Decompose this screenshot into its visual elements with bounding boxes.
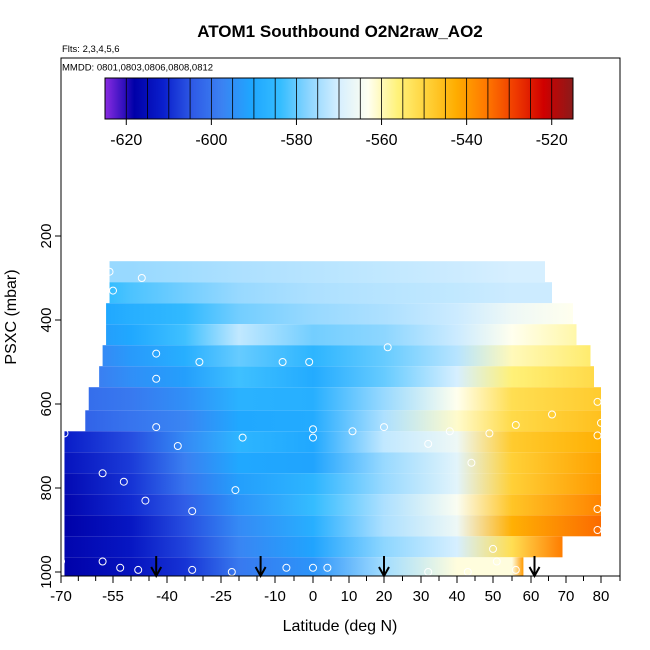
sample-point (238, 433, 247, 442)
y-tick-label: 200 (38, 223, 55, 248)
colorbar-tick-label: -620 (110, 132, 142, 149)
sample-point (323, 563, 332, 572)
x-axis-label: Latitude (deg N) (283, 618, 398, 635)
sample-point (597, 418, 605, 427)
x-tick-label: 30 (413, 588, 430, 605)
sample-point (282, 563, 291, 572)
heatmap-band (64, 473, 601, 495)
sample-point (61, 429, 69, 438)
sample-point (489, 544, 497, 553)
sample-point (593, 397, 602, 406)
flight-arrows-layer (150, 556, 541, 579)
y-tick-label: 600 (38, 391, 55, 416)
heatmap-band (102, 345, 591, 367)
sample-point (485, 429, 494, 438)
sample-point (309, 425, 317, 434)
heatmap-band (88, 387, 601, 411)
x-tick-label: 60 (523, 588, 540, 605)
sample-point (119, 477, 128, 486)
colorbar-tick-label: -580 (280, 132, 312, 149)
x-tick-label: 50 (485, 588, 502, 605)
colorbar-tick-label: -520 (536, 132, 568, 149)
sample-point (593, 526, 602, 534)
x-tick-label: 20 (376, 588, 393, 605)
colorbar-tick-label: -600 (195, 132, 227, 149)
sample-point (309, 563, 317, 572)
heatmap-band (64, 452, 601, 474)
sample-point (116, 563, 125, 572)
sample-point (152, 423, 161, 432)
heatmap-band (64, 494, 601, 516)
sample-point (152, 374, 161, 383)
x-tick-label: -25 (210, 588, 232, 605)
sample-point (109, 286, 117, 295)
sample-point (105, 267, 114, 276)
sample-point (188, 565, 197, 574)
sample-point (231, 486, 240, 495)
x-tick-label: 80 (593, 588, 610, 605)
colorbar-tick-label: -540 (451, 132, 483, 149)
heatmap-layer (64, 261, 602, 576)
x-tick-label: -40 (156, 588, 178, 605)
sample-point (309, 433, 317, 442)
sample-point (188, 507, 197, 516)
heatmap-band (64, 557, 524, 576)
chart-title: ATOM1 Southbound O2N2raw_AO2 (197, 22, 483, 41)
heatmap-band (64, 431, 601, 453)
dates-subtitle: MMDD: 0801,0803,0806,0808,0812 (62, 63, 213, 74)
x-tick-label: 70 (558, 588, 575, 605)
heatmap-band (109, 261, 546, 283)
sample-point (424, 439, 433, 448)
sample-point (593, 505, 602, 513)
heatmap-band (64, 515, 601, 537)
heatmap-band (85, 410, 602, 432)
sample-point (305, 358, 314, 366)
x-tick-label: 10 (341, 588, 358, 605)
sample-point (548, 410, 556, 419)
y-tick-label: 800 (38, 475, 55, 500)
x-tick-label: 40 (449, 588, 466, 605)
heatmap-band (106, 303, 574, 325)
x-axis: -70 -55 -40 -25 -10 0 10 20 30 40 50 60 70 80 (50, 576, 621, 605)
sample-point (152, 349, 161, 358)
sample-point (195, 358, 204, 366)
x-tick-label: 0 (309, 588, 317, 605)
y-axis: 200 400 600 800 1000 (38, 223, 61, 589)
flights-subtitle: Flts: 2,3,4,5,6 (62, 44, 120, 55)
y-tick-label: 1000 (38, 555, 55, 588)
y-axis-label: PSXC (mbar) (3, 269, 20, 364)
colorbar-tick-label: -560 (366, 132, 398, 149)
sample-point (173, 442, 182, 450)
colorbar: -620 -600 -580 -560 -540 -520 (104, 77, 574, 149)
sample-point (492, 557, 501, 566)
sample-point (467, 458, 476, 467)
sample-point (511, 421, 520, 429)
sample-point (278, 358, 287, 366)
heatmap-band (99, 366, 594, 388)
heatmap-band (109, 282, 553, 304)
x-tick-label: -55 (102, 588, 124, 605)
y-tick-label: 400 (38, 307, 55, 332)
sample-point (141, 496, 150, 505)
sample-point (380, 423, 388, 432)
sample-point (137, 274, 146, 282)
heatmap-band (64, 536, 563, 558)
sample-point (134, 565, 143, 574)
heatmap-band (106, 324, 577, 346)
sample-point (348, 427, 357, 436)
sample-point (511, 565, 520, 574)
sample-point (593, 431, 602, 440)
sample-point (445, 427, 454, 436)
sample-point (98, 469, 107, 478)
sample-point (383, 343, 392, 352)
sample-point (61, 557, 65, 566)
plot-frame (60, 57, 621, 577)
x-tick-label: -70 (50, 588, 72, 605)
x-tick-label: -10 (264, 588, 286, 605)
sample-point (98, 557, 107, 566)
colorbar-frame (104, 77, 574, 120)
